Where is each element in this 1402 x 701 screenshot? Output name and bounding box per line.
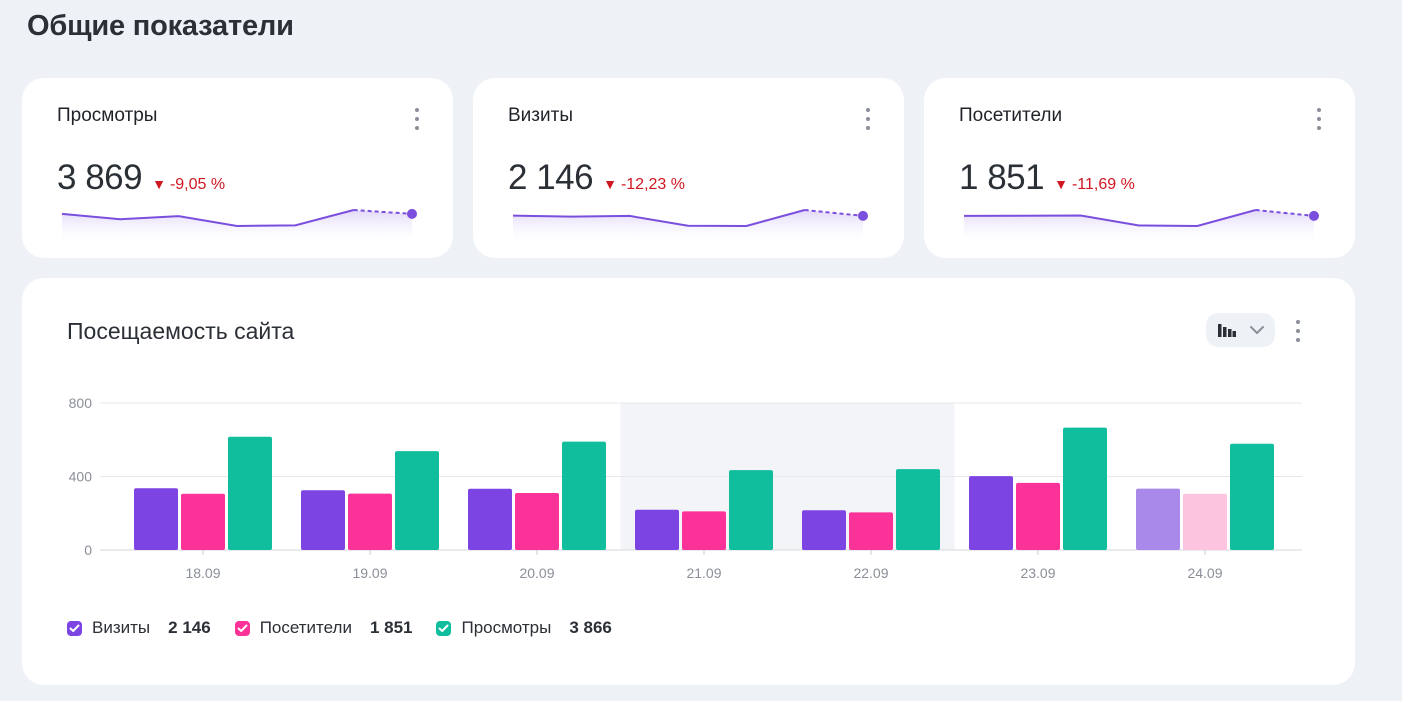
- kpi-delta-value: -11,69 %: [1071, 176, 1135, 193]
- kpi-delta: ▼ -9,05 %: [152, 176, 225, 194]
- bar-visits-20.09: [468, 488, 512, 550]
- x-tick-label: 19.09: [352, 565, 387, 581]
- y-tick-label: 0: [84, 542, 92, 558]
- bar-views-23.09: [1063, 427, 1107, 550]
- chart-legend: Визиты 2 146 Посетители 1 851 Просмотры …: [67, 618, 636, 638]
- bar-visits-23.09: [969, 476, 1013, 550]
- x-tick-label: 18.09: [185, 565, 220, 581]
- legend-series-total: 2 146: [168, 618, 211, 637]
- x-tick-label: 24.09: [1187, 565, 1222, 581]
- legend-item-visits[interactable]: Визиты 2 146: [67, 618, 211, 638]
- bar-views-21.09: [729, 470, 773, 550]
- more-options-icon[interactable]: [1288, 320, 1308, 342]
- bar-visits-19.09: [301, 490, 345, 550]
- kpi-delta-value: -9,05 %: [169, 176, 226, 193]
- bar-chart: 0 400 800 18.09 19.09 20.09 21.09 22.09 23.09 24.…: [69, 395, 1302, 581]
- kpi-value-row: 1 851 ▼ -11,69 %: [959, 158, 1135, 198]
- kpi-card-visits: Визиты 2 146 ▼ -12,23 %: [473, 78, 904, 258]
- sparkline-partial-segment: [353, 209, 413, 215]
- kpi-value-row: 3 869 ▼ -9,05 %: [57, 158, 225, 198]
- checkbox-checked-icon[interactable]: [436, 620, 452, 636]
- more-options-icon[interactable]: [407, 108, 427, 130]
- legend-series-name: Просмотры: [461, 618, 552, 637]
- bar-visitors-19.09: [348, 493, 392, 550]
- sparkline-partial-segment: [804, 209, 864, 217]
- bar-visits-24.09: [1136, 488, 1180, 550]
- kpi-card-visitors: Посетители 1 851 ▼ -11,69 %: [924, 78, 1355, 258]
- y-tick-label: 800: [69, 395, 93, 411]
- bar-views-19.09: [395, 451, 439, 550]
- kpi-value: 2 146: [508, 158, 594, 197]
- legend-item-visitors[interactable]: Посетители 1 851: [234, 618, 413, 638]
- checkbox-checked-icon[interactable]: [67, 620, 82, 636]
- sparkline-line: [512, 209, 805, 228]
- triangle-down-icon: ▼: [603, 176, 617, 192]
- sparkline-area: [62, 210, 412, 246]
- bar-visits-21.09: [635, 509, 679, 550]
- bar-visitors-24.09: [1183, 493, 1227, 550]
- bar-visitors-23.09: [1016, 482, 1060, 550]
- legend-series-total: 1 851: [369, 618, 413, 637]
- sparkline-end-point: [407, 208, 417, 219]
- sparkline-end-point: [1309, 210, 1319, 221]
- bar-chart-icon: [1217, 324, 1236, 337]
- bar-views-24.09: [1230, 443, 1274, 550]
- bar-visitors-18.09: [181, 493, 225, 550]
- x-tick-label: 21.09: [686, 565, 721, 581]
- legend-series-total: 3 866: [569, 618, 612, 637]
- legend-series-name: Визиты: [92, 618, 151, 637]
- bar-views-20.09: [562, 441, 606, 550]
- bar-visits-18.09: [134, 488, 178, 550]
- sparkline: [512, 209, 868, 246]
- sparkline: [61, 208, 417, 246]
- bar-views-18.09: [228, 436, 272, 550]
- bar-visits-22.09: [802, 510, 846, 550]
- kpi-delta-value: -12,23 %: [620, 176, 685, 193]
- sparkline-partial-segment: [1255, 209, 1315, 217]
- chart-title: Посещаемость сайта: [67, 318, 295, 344]
- checkbox-checked-icon[interactable]: [234, 620, 250, 636]
- sparkline: [963, 209, 1319, 246]
- triangle-down-icon: ▼: [152, 176, 166, 192]
- chart-type-selector[interactable]: [1206, 313, 1275, 347]
- more-options-icon[interactable]: [1309, 108, 1329, 130]
- sparkline-end-point: [858, 210, 868, 221]
- bar-visitors-20.09: [515, 493, 559, 550]
- bar-visitors-21.09: [682, 511, 726, 550]
- kpi-label: Посетители: [959, 105, 1063, 126]
- sparkline-area: [513, 210, 863, 246]
- x-tick-label: 22.09: [853, 565, 888, 581]
- legend-series-name: Посетители: [259, 618, 352, 637]
- legend-item-views[interactable]: Просмотры 3 866: [436, 618, 612, 638]
- x-tick-label: 20.09: [519, 565, 554, 581]
- kpi-value-row: 2 146 ▼ -12,23 %: [508, 158, 685, 198]
- chevron-down-icon: [1249, 326, 1264, 334]
- kpi-card-views: Просмотры 3 869 ▼ -9,05 %: [22, 78, 453, 258]
- kpi-delta: ▼ -11,69 %: [1054, 176, 1135, 194]
- bar-views-22.09: [896, 469, 940, 550]
- kpi-label: Визиты: [508, 105, 573, 126]
- x-tick-label: 23.09: [1020, 565, 1055, 581]
- kpi-value: 1 851: [959, 158, 1045, 197]
- kpi-label: Просмотры: [57, 105, 158, 126]
- bar-visitors-22.09: [849, 512, 893, 550]
- sparkline-line: [61, 209, 354, 228]
- traffic-chart-card: 0 400 800 18.09 19.09 20.09 21.09 22.09 23.09 24.…: [22, 278, 1355, 685]
- triangle-down-icon: ▼: [1054, 176, 1068, 192]
- kpi-value: 3 869: [57, 158, 143, 197]
- more-options-icon[interactable]: [858, 108, 878, 130]
- kpi-delta: ▼ -12,23 %: [603, 176, 685, 194]
- y-tick-label: 400: [69, 469, 93, 485]
- page-title: Общие показатели: [27, 10, 294, 42]
- sparkline-line: [963, 209, 1256, 228]
